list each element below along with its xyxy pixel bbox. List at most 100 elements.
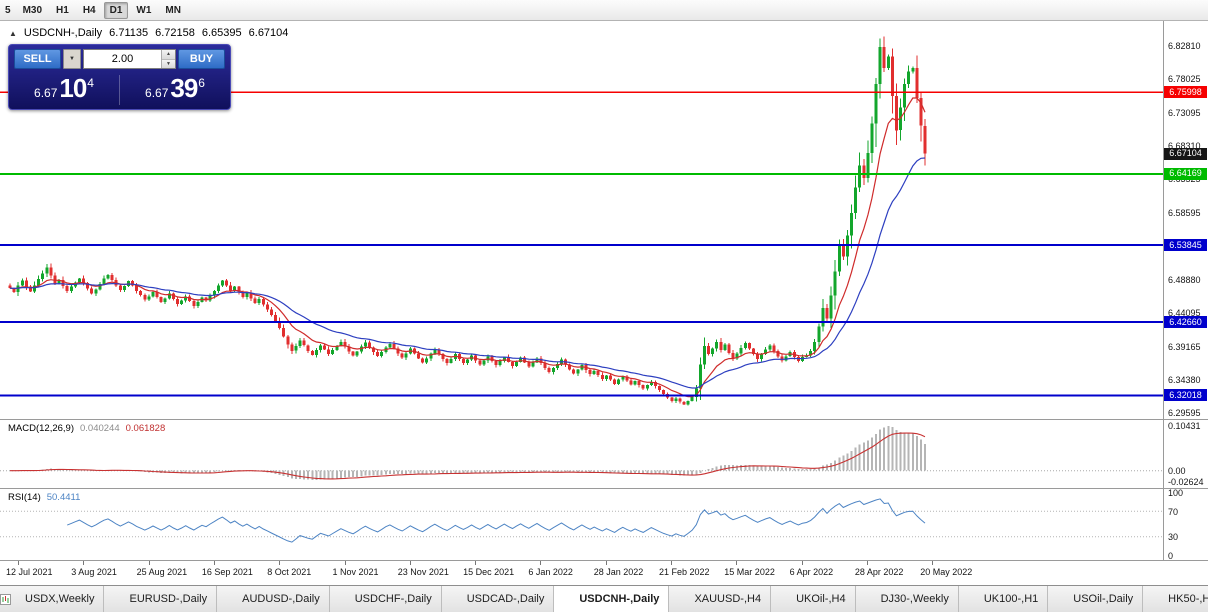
tab-usdchf-daily[interactable]: USDCHF-,Daily — [0, 586, 442, 612]
tab-hk50-h1[interactable]: HK50-,H1 — [0, 586, 1208, 612]
price-tick: 6.34380 — [1168, 374, 1201, 385]
tab-label: UKOil-,H4 — [796, 593, 846, 605]
timeframe-button-5[interactable]: 5 — [5, 4, 11, 16]
tab-eurusd-daily[interactable]: EURUSD-,Daily — [0, 586, 218, 612]
tab-usoil-daily[interactable]: USOil-,Daily — [0, 586, 1144, 612]
macd-main-value: 0.040244 — [80, 423, 120, 434]
tab-usdcad-daily[interactable]: USDCAD-,Daily — [0, 586, 555, 612]
macd-axis-tick: 0.10431 — [1168, 421, 1201, 432]
price-axis-border — [1163, 21, 1164, 560]
chart-tab-bar: USDX,Weekly EURUSD-,Daily AUDUSD-,Daily USD… — [0, 585, 1208, 612]
chart-icon — [0, 593, 876, 605]
ask-price: 6.67 39 6 — [120, 71, 230, 109]
price-tick: 6.39165 — [1168, 341, 1201, 352]
time-tick — [83, 561, 85, 565]
tab-usdcnh-daily[interactable]: USDCNH-,Daily — [0, 586, 670, 612]
macd-title: MACD(12,26,9) — [8, 423, 74, 434]
date-label: 1 Nov 2021 — [332, 567, 379, 577]
ask-price-sup: 6 — [198, 76, 205, 90]
rsi-axis-tick: 100 — [1168, 487, 1184, 498]
tab-label: USDCHF-,Daily — [354, 593, 432, 605]
price-divider — [119, 75, 120, 105]
date-label: 28 Jan 2022 — [593, 567, 644, 577]
price-tick: 6.68310 — [1168, 140, 1201, 151]
collapse-panel-icon[interactable]: ▲ — [9, 28, 17, 38]
chart-icon — [0, 593, 791, 605]
date-label: 28 Apr 2022 — [854, 567, 904, 577]
buy-button[interactable]: BUY — [178, 49, 225, 69]
time-tick — [18, 561, 19, 565]
volume-dropdown-button[interactable]: ▼ — [63, 49, 81, 69]
ohlc-high: 6.72158 — [155, 27, 195, 39]
tab-label: XAUUSD-,H4 — [694, 593, 762, 605]
macd-indicator-canvas[interactable] — [0, 420, 1163, 487]
timeframe-button-d1[interactable]: D1 — [103, 1, 129, 19]
macd-axis-tick: -0.02624 — [1168, 477, 1204, 488]
ohlc-low: 6.65395 — [201, 27, 242, 39]
date-label: 3 Aug 2021 — [71, 567, 117, 577]
rsi-value: 50.4411 — [46, 492, 81, 503]
time-tick — [344, 561, 346, 565]
timeframe-button-mn[interactable]: MN — [165, 4, 181, 16]
trade-controls-row: SELL ▼ 2.00 ▲ ▼ BUY — [9, 45, 230, 69]
price-tick: 6.29595 — [1168, 407, 1201, 418]
tab-label: EURUSD-,Daily — [129, 593, 208, 605]
tab-ukoil-h4[interactable]: UKOil-,H4 — [0, 586, 856, 612]
price-tick: 6.78025 — [1168, 73, 1201, 84]
macd-signal-value: 0.061828 — [125, 423, 166, 434]
volume-decrease-button[interactable]: ▼ — [162, 59, 175, 68]
volume-stepper: ▲ ▼ — [161, 50, 175, 68]
tab-label: HK50-,H1 — [1168, 593, 1208, 605]
bid-price: 6.67 10 4 — [9, 71, 119, 109]
time-axis[interactable]: 12 Jul 2021 3 Aug 2021 25 Aug 2021 16 Sep 2… — [0, 561, 1163, 584]
timeframe-button-m30[interactable]: M30 — [22, 4, 43, 16]
trade-prices-row: 6.67 10 4 6.67 39 6 — [9, 71, 230, 109]
date-label: 16 Sep 2021 — [201, 567, 253, 577]
volume-field: 2.00 ▲ ▼ — [83, 49, 176, 69]
price-tick: 6.48880 — [1168, 274, 1201, 285]
tab-usdx-weekly[interactable]: USDX,Weekly — [0, 586, 105, 612]
bid-price-sup: 4 — [87, 76, 94, 90]
time-tick — [866, 561, 868, 565]
timeframe-button-h4[interactable]: H4 — [82, 4, 96, 16]
timeframe-button-h1[interactable]: H1 — [56, 4, 69, 16]
level-price-label: 6.42660 — [1164, 316, 1207, 329]
time-tick — [148, 561, 150, 565]
macd-panel-separator[interactable] — [0, 419, 1208, 420]
tab-uk100-h1[interactable]: UK100-,H1 — [0, 586, 1049, 612]
time-tick — [736, 561, 738, 565]
bid-price-main: 6.67 — [34, 86, 58, 100]
rsi-axis-tick: 70 — [1168, 506, 1179, 517]
time-tick — [213, 561, 215, 565]
date-label: 25 Aug 2021 — [136, 567, 188, 577]
date-label: 12 Jul 2021 — [6, 567, 53, 577]
rsi-panel-separator[interactable] — [0, 488, 1208, 489]
tab-xauusd-h4[interactable]: XAUUSD-,H4 — [0, 586, 772, 612]
chart-icon — [0, 593, 124, 605]
rsi-axis-tick: 30 — [1168, 532, 1179, 543]
tab-audusd-daily[interactable]: AUDUSD-,Daily — [0, 586, 330, 612]
chart-window: ▲ USDCNH-,Daily 6.71135 6.72158 6.65395 … — [0, 21, 1208, 585]
time-tick — [605, 561, 607, 565]
sell-button[interactable]: SELL — [14, 49, 61, 69]
time-tick — [279, 561, 281, 565]
tab-label: DJ30-,Weekly — [880, 593, 949, 605]
rsi-indicator-label: RSI(14) 50.4411 — [8, 492, 80, 503]
rsi-axis-tick: 0 — [1168, 551, 1174, 562]
timeframe-button-w1[interactable]: W1 — [136, 4, 152, 16]
time-tick — [671, 561, 672, 565]
volume-input[interactable]: 2.00 — [111, 53, 134, 65]
rsi-title: RSI(14) — [8, 492, 41, 503]
date-label: 15 Dec 2021 — [463, 567, 515, 577]
volume-increase-button[interactable]: ▲ — [162, 50, 175, 60]
tab-dj30-weekly[interactable]: DJ30-,Weekly — [0, 586, 959, 612]
price-chart-canvas[interactable] — [0, 21, 1163, 419]
tab-label: USDX,Weekly — [25, 593, 95, 605]
macd-axis-tick: 0.00 — [1168, 466, 1186, 477]
chart-icon — [0, 593, 350, 605]
price-axis[interactable]: 6.828106.780256.730956.683106.635256.585… — [1164, 21, 1208, 562]
date-label: 20 May 2022 — [920, 567, 973, 577]
price-tick: 6.58595 — [1168, 207, 1201, 218]
chart-icon — [0, 593, 462, 605]
rsi-indicator-canvas[interactable] — [0, 489, 1163, 559]
